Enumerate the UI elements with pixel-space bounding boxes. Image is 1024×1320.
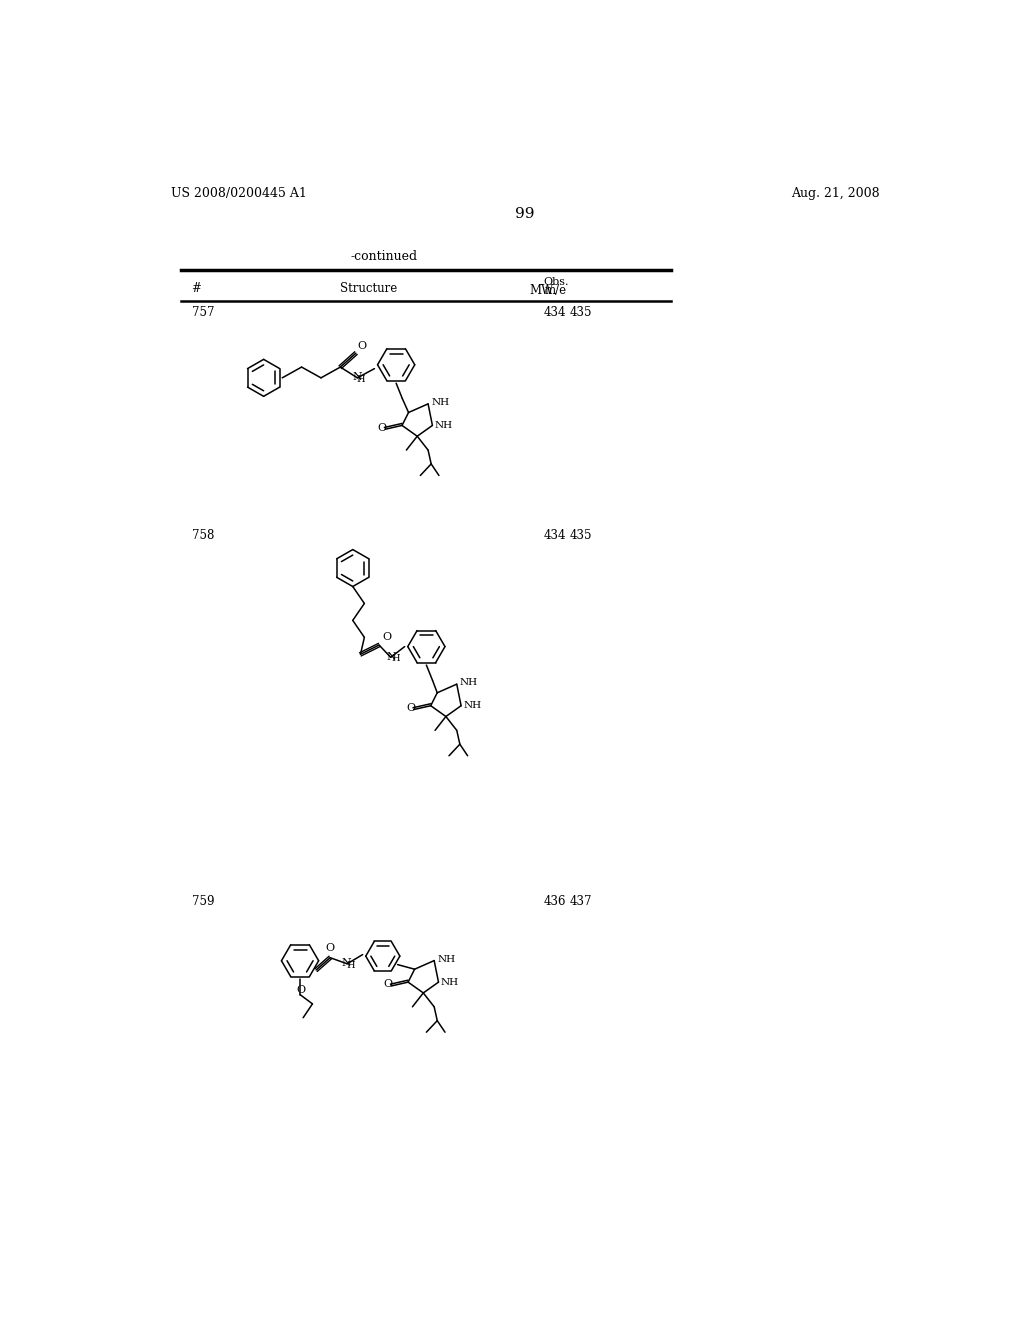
Text: NH: NH <box>440 978 459 986</box>
Text: US 2008/0200445 A1: US 2008/0200445 A1 <box>171 186 306 199</box>
Text: 434: 434 <box>544 306 566 319</box>
Text: NH: NH <box>437 954 456 964</box>
Text: NH: NH <box>435 421 453 430</box>
Text: Aug. 21, 2008: Aug. 21, 2008 <box>792 186 880 199</box>
Text: -continued: -continued <box>350 251 418 264</box>
Text: Structure: Structure <box>340 282 397 296</box>
Text: 759: 759 <box>191 895 214 908</box>
Text: #: # <box>191 282 202 296</box>
Text: 436: 436 <box>544 895 566 908</box>
Text: NH: NH <box>460 678 478 688</box>
Text: H: H <box>391 655 400 664</box>
Text: 434: 434 <box>544 529 566 543</box>
Text: O: O <box>377 422 386 433</box>
Text: 437: 437 <box>569 895 592 908</box>
Text: NH: NH <box>431 397 450 407</box>
Text: N: N <box>342 958 351 968</box>
Text: O: O <box>296 985 305 995</box>
Text: N: N <box>387 652 396 661</box>
Text: 99: 99 <box>515 207 535 220</box>
Text: O: O <box>382 632 391 643</box>
Text: NH: NH <box>464 701 481 710</box>
Text: m/e: m/e <box>545 284 567 297</box>
Text: O: O <box>406 704 415 713</box>
Text: 435: 435 <box>569 529 592 543</box>
Text: 757: 757 <box>191 306 214 319</box>
Text: Obs.: Obs. <box>544 277 569 286</box>
Text: O: O <box>357 342 367 351</box>
Text: O: O <box>326 944 335 953</box>
Text: MW: MW <box>529 284 554 297</box>
Text: 758: 758 <box>191 529 214 543</box>
Text: 435: 435 <box>569 306 592 319</box>
Text: N: N <box>352 372 362 381</box>
Text: H: H <box>356 375 366 384</box>
Text: H: H <box>346 961 355 970</box>
Text: O: O <box>383 979 392 990</box>
